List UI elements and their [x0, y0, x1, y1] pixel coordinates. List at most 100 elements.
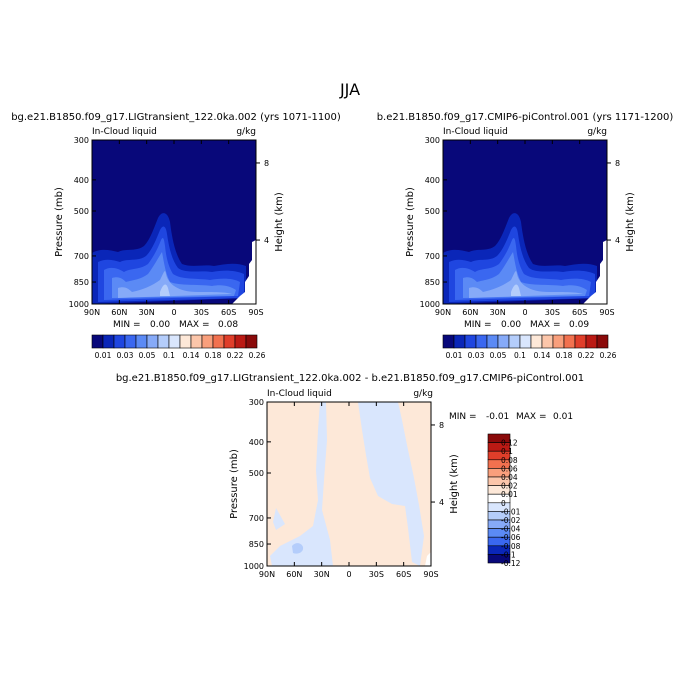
x-tick-label: 30N [490, 308, 506, 317]
min-value: 0.00 [501, 320, 521, 330]
y-tick-label: 1000 [420, 300, 440, 309]
x-tick-label: 0 [346, 570, 351, 579]
colorbar-swatch [190, 334, 203, 349]
colorbar-vertical: 0.120.10.080.060.040.020.010-0.01-0.02-0… [487, 433, 521, 568]
colorbar-label: 0.12 [501, 439, 518, 448]
contour-fill [463, 252, 587, 298]
colorbar-label: -0.04 [501, 525, 521, 534]
x-tick-label: 0 [171, 308, 176, 317]
panel-3: bg.e21.B1850.f09_g17.LIGtransient_122.0k… [116, 373, 584, 579]
colorbar-swatch [497, 334, 510, 349]
panel-1-subtitle-right: g/kg [236, 127, 256, 137]
contour-fill [270, 402, 333, 566]
panel-2-subtitle-right: g/kg [587, 127, 607, 137]
panel-3-title: bg.e21.B1850.f09_g17.LIGtransient_122.0k… [116, 373, 584, 384]
colorbar-swatch [124, 334, 137, 349]
colorbar-swatch [223, 334, 236, 349]
colorbar-swatch [563, 334, 576, 349]
colorbar-label: 0.22 [227, 351, 244, 360]
colorbar-label: 0.26 [249, 351, 266, 360]
x-tick-label: 60S [396, 570, 411, 579]
x-tick-label: 30S [194, 308, 209, 317]
x-tick-label: 30S [545, 308, 560, 317]
min-value: -0.01 [486, 412, 509, 422]
max-label: MAX = [530, 320, 561, 330]
colorbar-label: 0.08 [501, 456, 518, 465]
x-tick-label: 0 [522, 308, 527, 317]
colorbar-swatch [552, 334, 565, 349]
colorbar-swatch [519, 334, 532, 349]
min-label: MIN = [464, 320, 492, 330]
colorbar-swatch [168, 334, 181, 349]
y-axis-right-label: Height (km) [274, 192, 285, 252]
y-tick-label: 500 [249, 469, 264, 478]
panel-1-title: bg.e21.B1850.f09_g17.LIGtransient_122.0k… [11, 112, 341, 123]
colorbar-label: -0.08 [501, 542, 521, 551]
colorbar-swatch [508, 334, 521, 349]
panel-3-subtitle-right: g/kg [413, 389, 433, 399]
colorbar-swatch [157, 334, 170, 349]
colorbar-swatch [530, 334, 543, 349]
colorbar-label: 0.05 [490, 351, 507, 360]
y-tick-label: 300 [249, 398, 264, 407]
y-axis-right-label: Height (km) [449, 454, 460, 514]
x-tick-label: 60N [111, 308, 127, 317]
colorbar-swatch [541, 334, 554, 349]
y-tick-label: 500 [74, 207, 89, 216]
y-tick-label: 850 [425, 278, 440, 287]
colorbar-label: 0.26 [600, 351, 617, 360]
panel-2-subtitle-left: In-Cloud liquid [443, 127, 508, 137]
colorbar-label: 0.06 [501, 464, 518, 473]
x-tick-label: 90S [423, 570, 438, 579]
colorbar-label: 0.14 [534, 351, 551, 360]
colorbar-swatch [146, 334, 159, 349]
colorbar-label: 0.18 [205, 351, 222, 360]
x-tick-label: 90S [248, 308, 263, 317]
y-right-tick-labels: 84 [256, 159, 269, 245]
y-tick-labels: 300 400 500 700 850 1000 [420, 136, 447, 309]
colorbar-swatch [91, 334, 104, 349]
panel-3-subtitle-left: In-Cloud liquid [267, 389, 332, 399]
x-tick-labels: 90N 60N 30N 0 30S 60S 90S [84, 140, 264, 317]
y-right-tick-label: 4 [439, 498, 444, 507]
y-tick-label: 1000 [244, 562, 264, 571]
panel-2: b.e21.B1850.f09_g17.CMIP6-piControl.001 … [377, 112, 674, 360]
colorbar-swatch [135, 334, 148, 349]
colorbar-swatch [245, 334, 258, 349]
colorbar-label: 0.01 [95, 351, 112, 360]
colorbar-label: -0.02 [501, 516, 521, 525]
x-tick-label: 60S [572, 308, 587, 317]
colorbar-label: 0.03 [468, 351, 485, 360]
panel-1: bg.e21.B1850.f09_g17.LIGtransient_122.0k… [11, 112, 341, 360]
y-right-tick-label: 4 [615, 236, 620, 245]
y-right-tick-labels: 84 [431, 421, 444, 507]
min-value: 0.00 [150, 320, 170, 330]
colorbar-swatch [574, 334, 587, 349]
colorbar-label: -0.1 [501, 550, 516, 559]
contour-fill [292, 543, 304, 554]
max-label: MAX = [516, 412, 547, 422]
panel-2-title: b.e21.B1850.f09_g17.CMIP6-piControl.001 … [377, 112, 674, 123]
colorbar-label: 0.02 [501, 482, 518, 491]
colorbar-label: 0.1 [501, 447, 513, 456]
colorbar-swatch [487, 554, 511, 564]
y-tick-label: 850 [74, 278, 89, 287]
contour-fill [469, 271, 583, 298]
contour-fill [358, 402, 424, 566]
y-tick-label: 400 [74, 176, 89, 185]
colorbar-swatch [585, 334, 598, 349]
y-axis-label: Pressure (mb) [229, 449, 240, 519]
y-axis-right-label: Height (km) [625, 192, 636, 252]
y-tick-label: 850 [249, 540, 264, 549]
missing-data-mask [232, 240, 256, 304]
missing-data-mask [425, 552, 431, 566]
y-tick-label: 400 [249, 438, 264, 447]
x-tick-label: 60N [286, 570, 302, 579]
x-tick-label: 60S [221, 308, 236, 317]
y-tick-label: 400 [425, 176, 440, 185]
colorbar-label: 0.01 [446, 351, 463, 360]
y-right-tick-label: 8 [615, 159, 620, 168]
colorbar-swatch [102, 334, 115, 349]
y-tick-label: 300 [74, 136, 89, 145]
